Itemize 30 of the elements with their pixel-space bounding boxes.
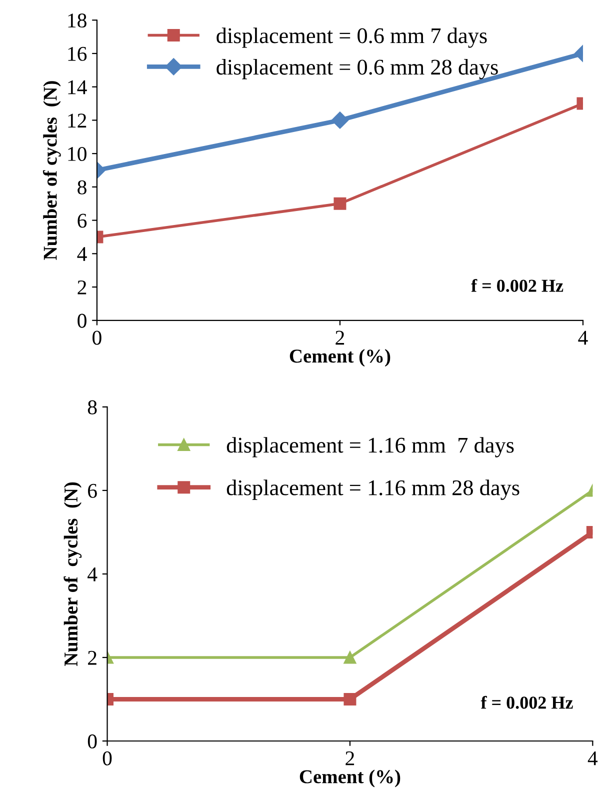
y-tick-label: 16 (68, 46, 87, 61)
y-tick-label: 6 (88, 484, 97, 498)
legend-label: displacement = 0.6 mm 28 days (216, 59, 498, 80)
y-tick-label: 0 (78, 314, 86, 328)
y-tick-label: 6 (78, 214, 87, 228)
legend-label: displacement = 1.16 mm 7 days (226, 437, 514, 458)
y-tick-label: 18 (68, 14, 86, 28)
y-tick-label: 0 (88, 734, 97, 748)
x-tick-label: 4 (578, 330, 588, 345)
y-tick-label: 4 (77, 247, 87, 261)
y-axis-title: Number of cycles (N) (64, 482, 82, 666)
y-tick-label: 12 (68, 114, 86, 128)
annotation: f = 0.002 Hz (471, 278, 564, 292)
y-tick-label: 8 (88, 400, 97, 414)
x-tick-label: 4 (588, 751, 598, 766)
y-tick-label: 2 (78, 280, 86, 294)
legend-label: displacement = 0.6 mm 7 days (216, 28, 487, 48)
y-tick-label: 4 (88, 567, 98, 582)
annotation: f = 0.002 Hz (480, 696, 573, 709)
x-tick-label: 2 (336, 330, 344, 345)
x-axis-title: Cement (%) (300, 770, 400, 788)
x-axis-title: Cement (%) (290, 349, 390, 367)
y-tick-label: 8 (78, 180, 86, 194)
y-axis-title: Number of cycles (N) (42, 81, 61, 260)
y-tick-label: 10 (68, 146, 86, 162)
y-tick-label: 2 (88, 650, 96, 665)
x-tick-label: 2 (346, 751, 354, 766)
y-tick-label: 14 (68, 80, 87, 94)
x-tick-label: 0 (102, 751, 112, 766)
legend-label: displacement = 1.16 mm 28 days (226, 480, 520, 500)
